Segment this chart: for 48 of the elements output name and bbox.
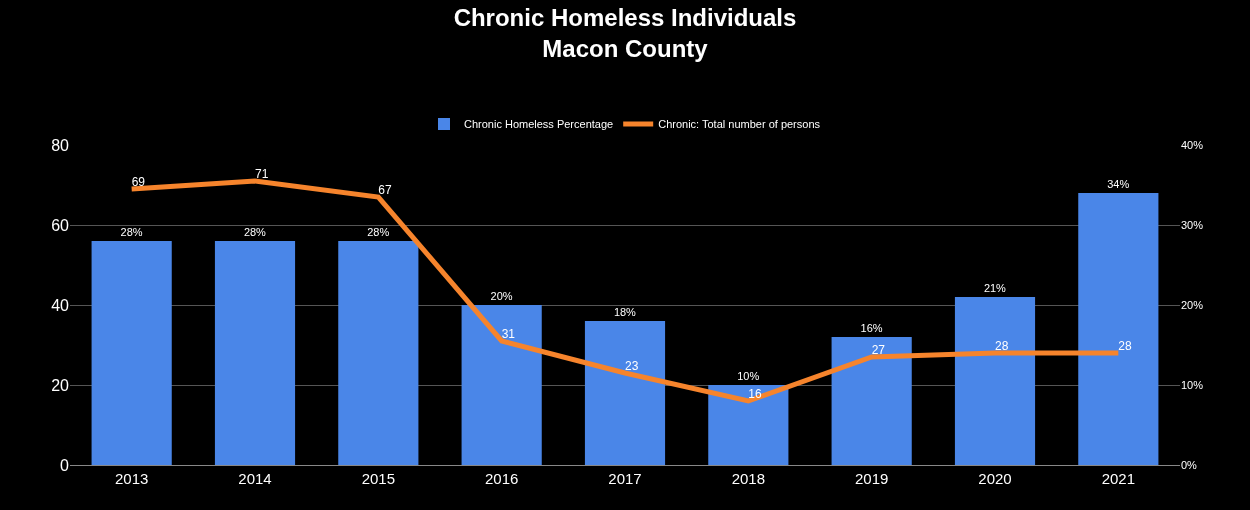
y2-tick-label: 30% <box>1181 218 1204 231</box>
bar <box>1078 193 1159 465</box>
bar <box>214 241 296 465</box>
x-tick-label: 2019 <box>854 470 889 487</box>
data-label: 28 <box>1118 339 1132 353</box>
data-label: 28% <box>367 226 390 238</box>
data-label: 23 <box>625 359 639 373</box>
data-label: 27 <box>871 343 886 357</box>
bar <box>584 321 666 465</box>
y2-tick-label: 0% <box>1181 458 1198 471</box>
y-tick-label: 80 <box>51 136 70 154</box>
data-label: 21% <box>983 282 1007 294</box>
x-tick-label: 2015 <box>361 470 396 487</box>
bar <box>831 337 912 465</box>
y2-tick-label: 10% <box>1181 378 1204 391</box>
chart-title: Chronic Homeless Individuals Macon County <box>453 3 797 62</box>
y2-tick-label: 40% <box>1181 138 1204 151</box>
bar <box>338 241 419 465</box>
y-tick-label: 40 <box>51 296 70 314</box>
data-label: 69 <box>131 175 146 189</box>
x-tick-label: 2020 <box>978 470 1012 487</box>
y-tick-label: 60 <box>51 216 70 234</box>
bar <box>91 241 172 465</box>
x-tick-label: 2017 <box>608 470 642 487</box>
data-label: 34% <box>1107 178 1130 190</box>
y-tick-label: 0 <box>60 456 70 474</box>
legend-label: Chronic: Total number of persons <box>658 118 821 131</box>
bar <box>708 385 789 465</box>
x-tick-label: 2013 <box>114 470 149 487</box>
x-tick-label: 2021 <box>1101 470 1136 487</box>
data-label: 28% <box>120 226 143 238</box>
data-label: 16% <box>860 322 883 334</box>
legend-label: Chronic Homeless Percentage <box>464 118 614 131</box>
x-tick-label: 2014 <box>238 470 272 487</box>
data-label: 31 <box>501 327 516 341</box>
x-tick-label: 2016 <box>484 470 519 487</box>
bar <box>954 297 1036 465</box>
bar <box>461 305 542 465</box>
y-tick-label: 20 <box>51 376 70 394</box>
data-label: 18% <box>613 306 637 318</box>
data-label: 28 <box>995 339 1009 353</box>
data-label: 67 <box>378 183 392 197</box>
data-label: 10% <box>737 370 760 382</box>
y2-tick-label: 20% <box>1181 298 1204 311</box>
x-tick-label: 2018 <box>731 470 766 487</box>
data-label: 71 <box>255 167 269 181</box>
data-label: 20% <box>490 290 513 302</box>
data-label: 28% <box>243 226 267 238</box>
